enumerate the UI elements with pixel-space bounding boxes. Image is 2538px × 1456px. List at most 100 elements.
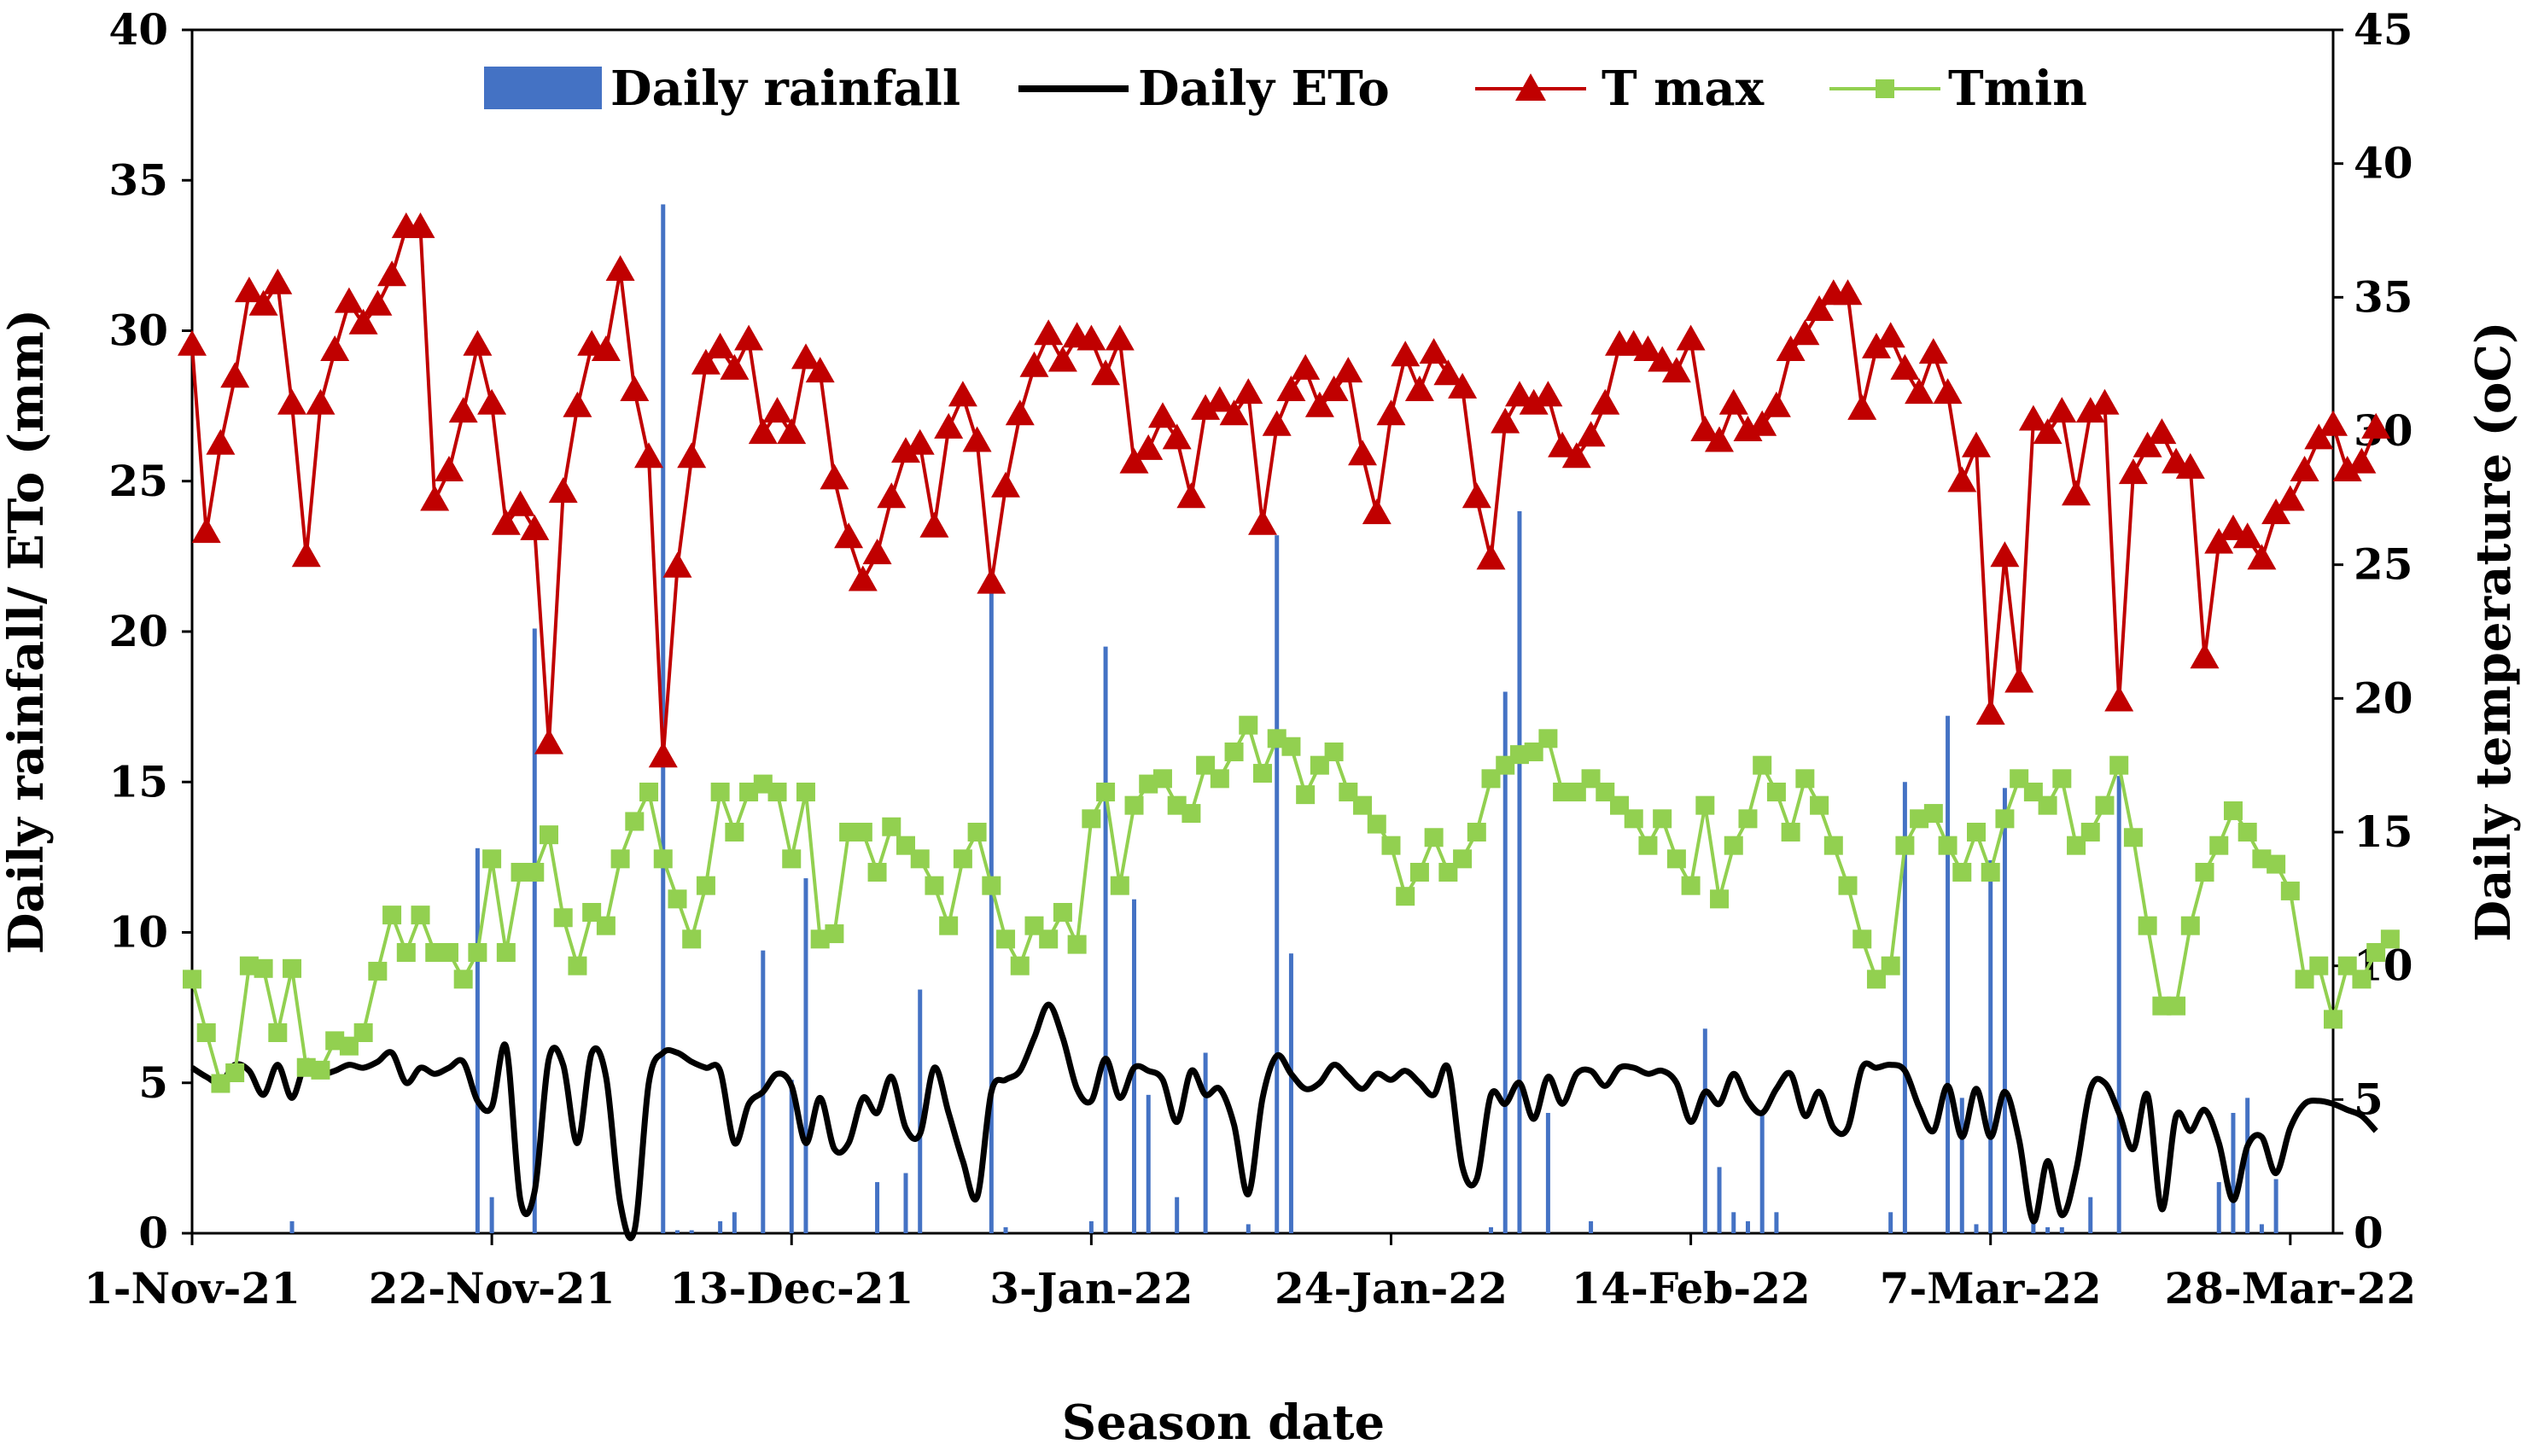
rainfall-bar bbox=[689, 1230, 694, 1233]
tmax-marker bbox=[534, 728, 563, 754]
tmax-marker bbox=[691, 348, 721, 375]
tmin-marker bbox=[1181, 804, 1201, 824]
tmin-marker bbox=[668, 889, 687, 909]
tmin-marker bbox=[1724, 836, 1743, 855]
rainfall-bar bbox=[918, 989, 923, 1233]
tmax-marker bbox=[634, 442, 663, 469]
tmin-marker bbox=[1952, 863, 1972, 882]
tmin-marker bbox=[910, 849, 930, 869]
right-tick-label: 45 bbox=[2354, 4, 2413, 55]
tmax-marker bbox=[334, 287, 364, 313]
tmax-marker bbox=[1262, 410, 1292, 436]
rainfall-bar bbox=[489, 1197, 494, 1233]
tmin-marker bbox=[639, 783, 659, 801]
tmax-marker bbox=[1047, 346, 1077, 372]
rainfall-bar bbox=[661, 204, 666, 1234]
tmax-marker bbox=[1761, 391, 1791, 417]
rainfall-bar bbox=[1902, 782, 1907, 1233]
tmin-marker bbox=[2295, 970, 2314, 989]
rainfall-bar bbox=[1003, 1226, 1008, 1233]
left-tick-label: 0 bbox=[138, 1208, 168, 1258]
x-tick-label: 3-Jan-22 bbox=[989, 1263, 1193, 1313]
tmin-marker bbox=[739, 783, 759, 801]
tmax-marker bbox=[591, 335, 621, 361]
left-tick-label: 5 bbox=[138, 1057, 168, 1108]
tmin-marker bbox=[1666, 849, 1686, 869]
tmin-marker bbox=[1681, 876, 1701, 895]
tmax-marker bbox=[1491, 407, 1520, 434]
x-tick-label: 14-Feb-22 bbox=[1571, 1263, 1810, 1313]
eto-series-line bbox=[190, 1001, 2378, 1241]
tmax-marker bbox=[448, 397, 478, 423]
tmin-marker bbox=[2180, 916, 2200, 935]
tmin-marker bbox=[339, 1036, 359, 1056]
rainfall-bar bbox=[1288, 953, 1293, 1233]
tmin-marker bbox=[1367, 814, 1386, 834]
tmax-marker bbox=[791, 343, 820, 370]
tmax-marker bbox=[2175, 452, 2205, 479]
tmin-marker bbox=[1010, 956, 1030, 976]
tmax-marker bbox=[720, 353, 750, 380]
tmax-marker bbox=[1718, 388, 1748, 415]
tmax-marker bbox=[1419, 338, 1449, 364]
tmax-marker bbox=[991, 471, 1020, 498]
rainfall-bar bbox=[2045, 1226, 2051, 1233]
tmax-marker bbox=[363, 289, 393, 316]
tmin-marker bbox=[2010, 769, 2029, 789]
tmax-marker bbox=[820, 463, 849, 490]
tmin-marker bbox=[1396, 887, 1415, 906]
rainfall-bar bbox=[1774, 1212, 1779, 1233]
right-tick-label: 25 bbox=[2354, 539, 2413, 590]
tmin-marker bbox=[2152, 996, 2172, 1016]
tmax-marker bbox=[748, 418, 778, 445]
right-tick-label: 15 bbox=[2354, 807, 2413, 857]
tmin-marker bbox=[2123, 828, 2143, 847]
tmax-marker bbox=[2261, 498, 2291, 525]
tmin-marker bbox=[867, 863, 887, 882]
rainfall-bar bbox=[674, 1230, 680, 1233]
tmax-marker bbox=[1448, 372, 1478, 399]
tmin-marker bbox=[767, 783, 787, 801]
x-tick-label: 7-Mar-22 bbox=[1880, 1263, 2102, 1313]
tmax-marker bbox=[306, 388, 335, 415]
tmin-marker bbox=[1638, 836, 1658, 855]
tmin-marker bbox=[1653, 809, 1672, 829]
legend-tmax-label: T max bbox=[1602, 61, 1765, 117]
tmax-marker bbox=[948, 381, 977, 407]
rainfall-bar bbox=[1702, 1028, 1707, 1233]
tmin-marker bbox=[996, 929, 1016, 949]
rainfall-bar bbox=[1502, 691, 1508, 1233]
tmin-marker bbox=[2238, 823, 2257, 842]
tmax-marker bbox=[777, 418, 807, 445]
tmin-marker bbox=[596, 916, 616, 935]
tmin-marker bbox=[296, 1057, 316, 1077]
tmax-marker bbox=[1790, 319, 1820, 346]
tmax-marker bbox=[834, 522, 864, 549]
tmin-marker bbox=[882, 817, 901, 836]
tmin-marker bbox=[540, 825, 558, 845]
tmin-marker bbox=[1281, 737, 1301, 756]
tmax-marker bbox=[1918, 338, 1948, 364]
tmin-marker bbox=[2095, 795, 2115, 815]
tmin-marker bbox=[254, 958, 273, 978]
tmin-marker bbox=[1409, 863, 1429, 882]
right-tick-label: 35 bbox=[2354, 271, 2413, 322]
tmin-marker bbox=[2167, 996, 2186, 1016]
tmax-marker bbox=[477, 388, 507, 415]
x-tick-label: 28-Mar-22 bbox=[2164, 1263, 2416, 1313]
rainfall-bar bbox=[1988, 859, 1993, 1233]
tmin-marker bbox=[810, 929, 830, 949]
tmin-marker bbox=[2195, 863, 2214, 882]
tmin-marker bbox=[825, 924, 844, 944]
tmin-marker bbox=[1695, 795, 1715, 815]
rainfall-bar bbox=[1759, 1113, 1765, 1233]
tmax-marker bbox=[877, 482, 907, 509]
rainfall-bar bbox=[2259, 1224, 2264, 1233]
tmin-marker bbox=[1923, 804, 1943, 824]
tmax-marker bbox=[2018, 405, 2048, 431]
tmin-marker bbox=[2324, 1010, 2343, 1029]
tmin-marker bbox=[625, 812, 645, 831]
tmax-marker bbox=[320, 335, 350, 361]
tmax-marker bbox=[1391, 341, 1421, 367]
